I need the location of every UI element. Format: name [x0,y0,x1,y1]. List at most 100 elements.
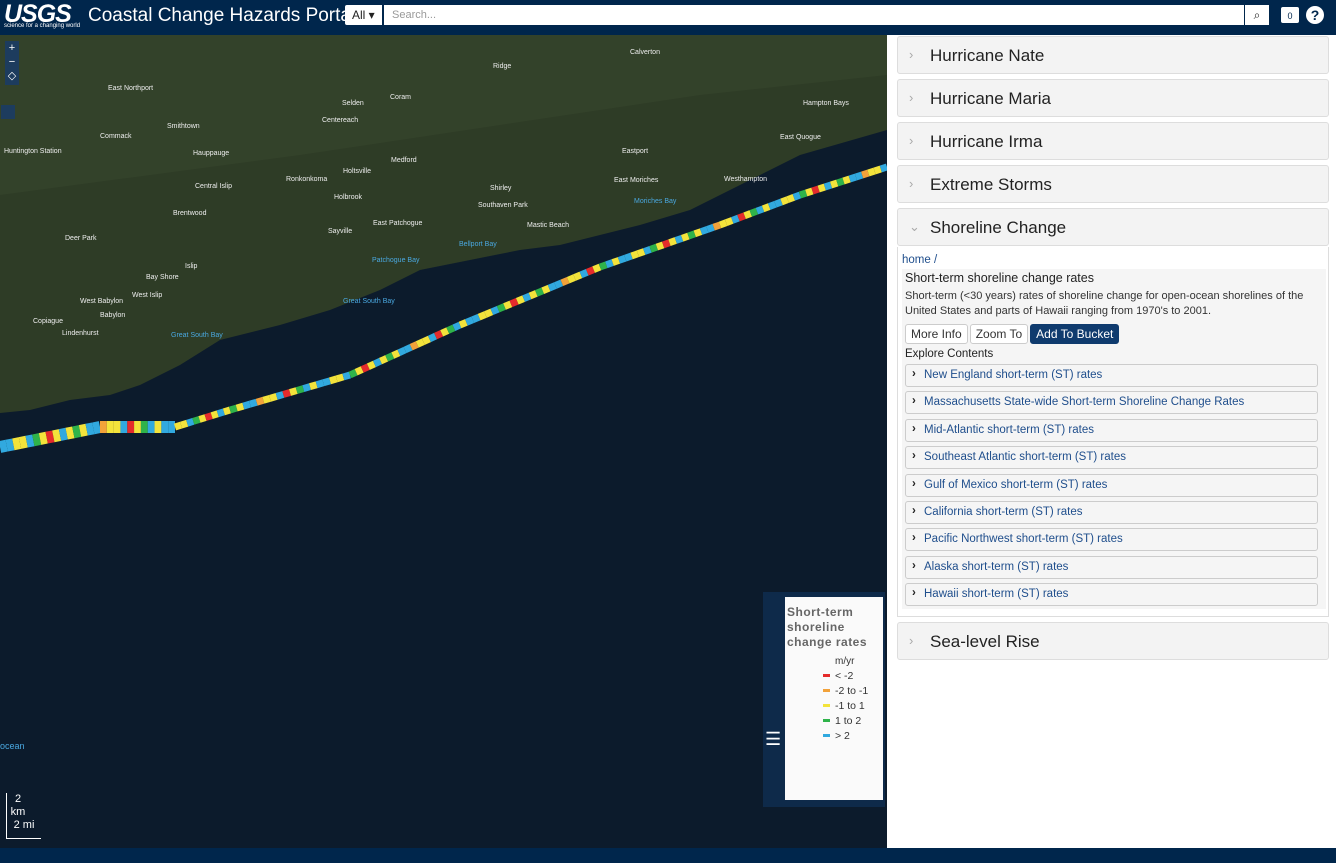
shoreline-segment [78,423,88,437]
legend-toggle[interactable]: ☰ [765,729,782,749]
map[interactable]: East Northport Commack Smithtown Huntington… [0,35,887,848]
shoreline-segment [560,276,570,287]
shoreline-segment [509,298,519,308]
legend-swatch [823,704,830,707]
logo[interactable]: USGS [4,0,72,28]
shoreline-segment [554,279,564,289]
shoreline-segment [452,321,462,331]
shoreline-segment [811,185,820,195]
content-item[interactable]: › Hawaii short-term (ST) rates [905,583,1318,607]
shoreline-segment [458,319,468,329]
legend-unit: m/yr [835,656,855,667]
content-item[interactable]: › Massachusetts State-wide Short-term Sho… [905,391,1318,415]
item-chevron: › [912,368,916,380]
land-texture [0,35,887,195]
shoreline-segment [630,250,640,260]
shoreline-segment [295,385,305,394]
content-item[interactable]: › New England short-term (ST) rates [905,364,1318,387]
shoreline-segment [761,203,771,213]
shoreline-segment [391,349,401,359]
search-scope[interactable]: All ▾ [345,5,382,25]
water-label: Patchogue Bay [372,257,420,264]
accordion-header[interactable]: › Hurricane Nate [897,36,1329,74]
shoreline-segment [0,439,8,453]
shoreline-segment [731,214,740,224]
action-button[interactable]: More Info [905,324,968,344]
shoreline-segment [490,305,500,316]
shoreline-segment [496,303,506,313]
content-item[interactable]: › Southeast Atlantic short-term (ST) rate… [905,446,1318,470]
water-label: Great South Bay [343,298,395,305]
shoreline-segment [403,344,413,354]
place-label: Hampton Bays [803,100,849,107]
shoreline-segment [18,435,28,449]
shoreline-segment [541,284,551,294]
accordion-header[interactable]: › Sea-level Rise [897,622,1329,660]
shoreline-segment [434,330,444,340]
zoom-controls[interactable]: + − ◇ [5,41,19,85]
shoreline-segment [242,400,251,410]
shoreline-segment [503,300,513,310]
legend-title: Short-term shoreline change rates [787,605,868,649]
legend-swatch [823,674,830,677]
shoreline-segment [229,404,238,414]
place-label: West Islip [132,292,162,299]
item-label: Southeast Atlantic short-term (ST) rates [924,451,1126,464]
accordion-header[interactable]: ⌄ Shoreline Change [897,208,1329,246]
content-item[interactable]: › Alaska short-term (ST) rates [905,555,1318,579]
shoreline-segment [421,335,431,345]
accordion-header[interactable]: › Hurricane Maria [897,79,1329,117]
bucket[interactable]: 0 [1281,7,1299,23]
shoreline-segment [573,271,583,281]
portal-title[interactable]: Coastal Change Hazards Portal [88,5,356,26]
search-button[interactable]: ⌕ [1245,5,1269,25]
shoreline-segment [72,425,82,439]
action-button[interactable]: Add To Bucket [1030,324,1120,344]
breadcrumb[interactable]: home / [902,254,938,266]
content-item[interactable]: › California short-term (ST) rates [905,501,1318,524]
action-button[interactable]: Zoom To [969,324,1029,344]
shoreline-segment [315,379,325,389]
shoreline-segment [255,396,265,406]
place-label: West Babylon [80,298,123,305]
legend-item: -1 to 1 [823,700,883,712]
shoreline-segment [768,200,777,210]
shoreline-segment [302,383,311,392]
place-label: East Northport [108,85,153,92]
shoreline-segment [515,295,525,305]
shoreline-segment [269,393,278,402]
shoreline-segment [342,371,351,381]
detail-description: Short-term (<30 years) rates of shorelin… [905,290,1304,317]
place-label: East Moriches [614,177,659,184]
shoreline-segment [210,410,219,420]
item-chevron: › [912,477,916,490]
shoreline-segment [409,341,419,351]
item-chevron: › [912,450,916,463]
shoreline-segment [786,194,796,203]
legend-swatch [823,689,830,692]
shoreline-segment [186,417,195,427]
legend-swatch [823,734,830,737]
shoreline-segment [379,355,389,365]
shoreline-segment [385,352,395,362]
search-input[interactable]: Search... [384,5,1244,25]
place-label: Selden [342,100,364,107]
accordion-header[interactable]: › Hurricane Irma [897,122,1329,160]
place-label: Hauppauge [193,150,229,157]
place-label: Commack [100,133,132,140]
item-label: Hawaii short-term (ST) rates [924,588,1069,601]
shoreline-segment [693,228,703,238]
place-label: Deer Park [65,235,97,242]
shoreline-segment [85,422,95,436]
shoreline-segment [823,181,833,191]
place-label: East Patchogue [373,220,423,227]
content-item[interactable]: › Gulf of Mexico short-term (ST) rates [905,473,1318,497]
shoreline-segment [180,419,189,429]
help[interactable]: ? [1306,6,1324,24]
content-item[interactable]: › Mid-Atlantic short-term (ST) rates [905,418,1318,442]
place-label: Islip [185,263,198,270]
shoreline-segment [198,414,207,423]
content-item[interactable]: › Pacific Northwest short-term (ST) rates [905,528,1318,552]
layers-button[interactable] [1,105,15,119]
accordion-header[interactable]: › Extreme Storms [897,165,1329,203]
